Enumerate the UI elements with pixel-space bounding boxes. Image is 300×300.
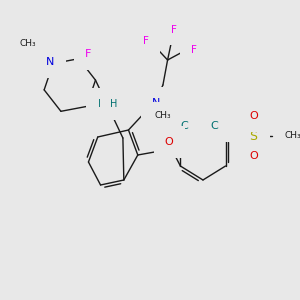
Text: N: N bbox=[98, 99, 106, 109]
Text: C: C bbox=[181, 121, 188, 131]
Text: F: F bbox=[171, 25, 177, 35]
Text: CH₃: CH₃ bbox=[284, 131, 300, 140]
Text: C: C bbox=[210, 121, 218, 131]
Text: CH₃: CH₃ bbox=[154, 112, 171, 121]
Text: NH: NH bbox=[237, 121, 253, 131]
Text: N: N bbox=[46, 57, 55, 67]
Text: O: O bbox=[249, 111, 258, 121]
Text: F: F bbox=[143, 36, 149, 46]
Text: F: F bbox=[85, 49, 91, 59]
Text: N: N bbox=[152, 98, 160, 108]
Text: S: S bbox=[250, 130, 257, 142]
Text: CH₃: CH₃ bbox=[20, 39, 36, 48]
Text: F: F bbox=[191, 45, 197, 55]
Text: H: H bbox=[110, 99, 118, 109]
Text: O: O bbox=[249, 151, 258, 161]
Text: O: O bbox=[165, 137, 174, 147]
